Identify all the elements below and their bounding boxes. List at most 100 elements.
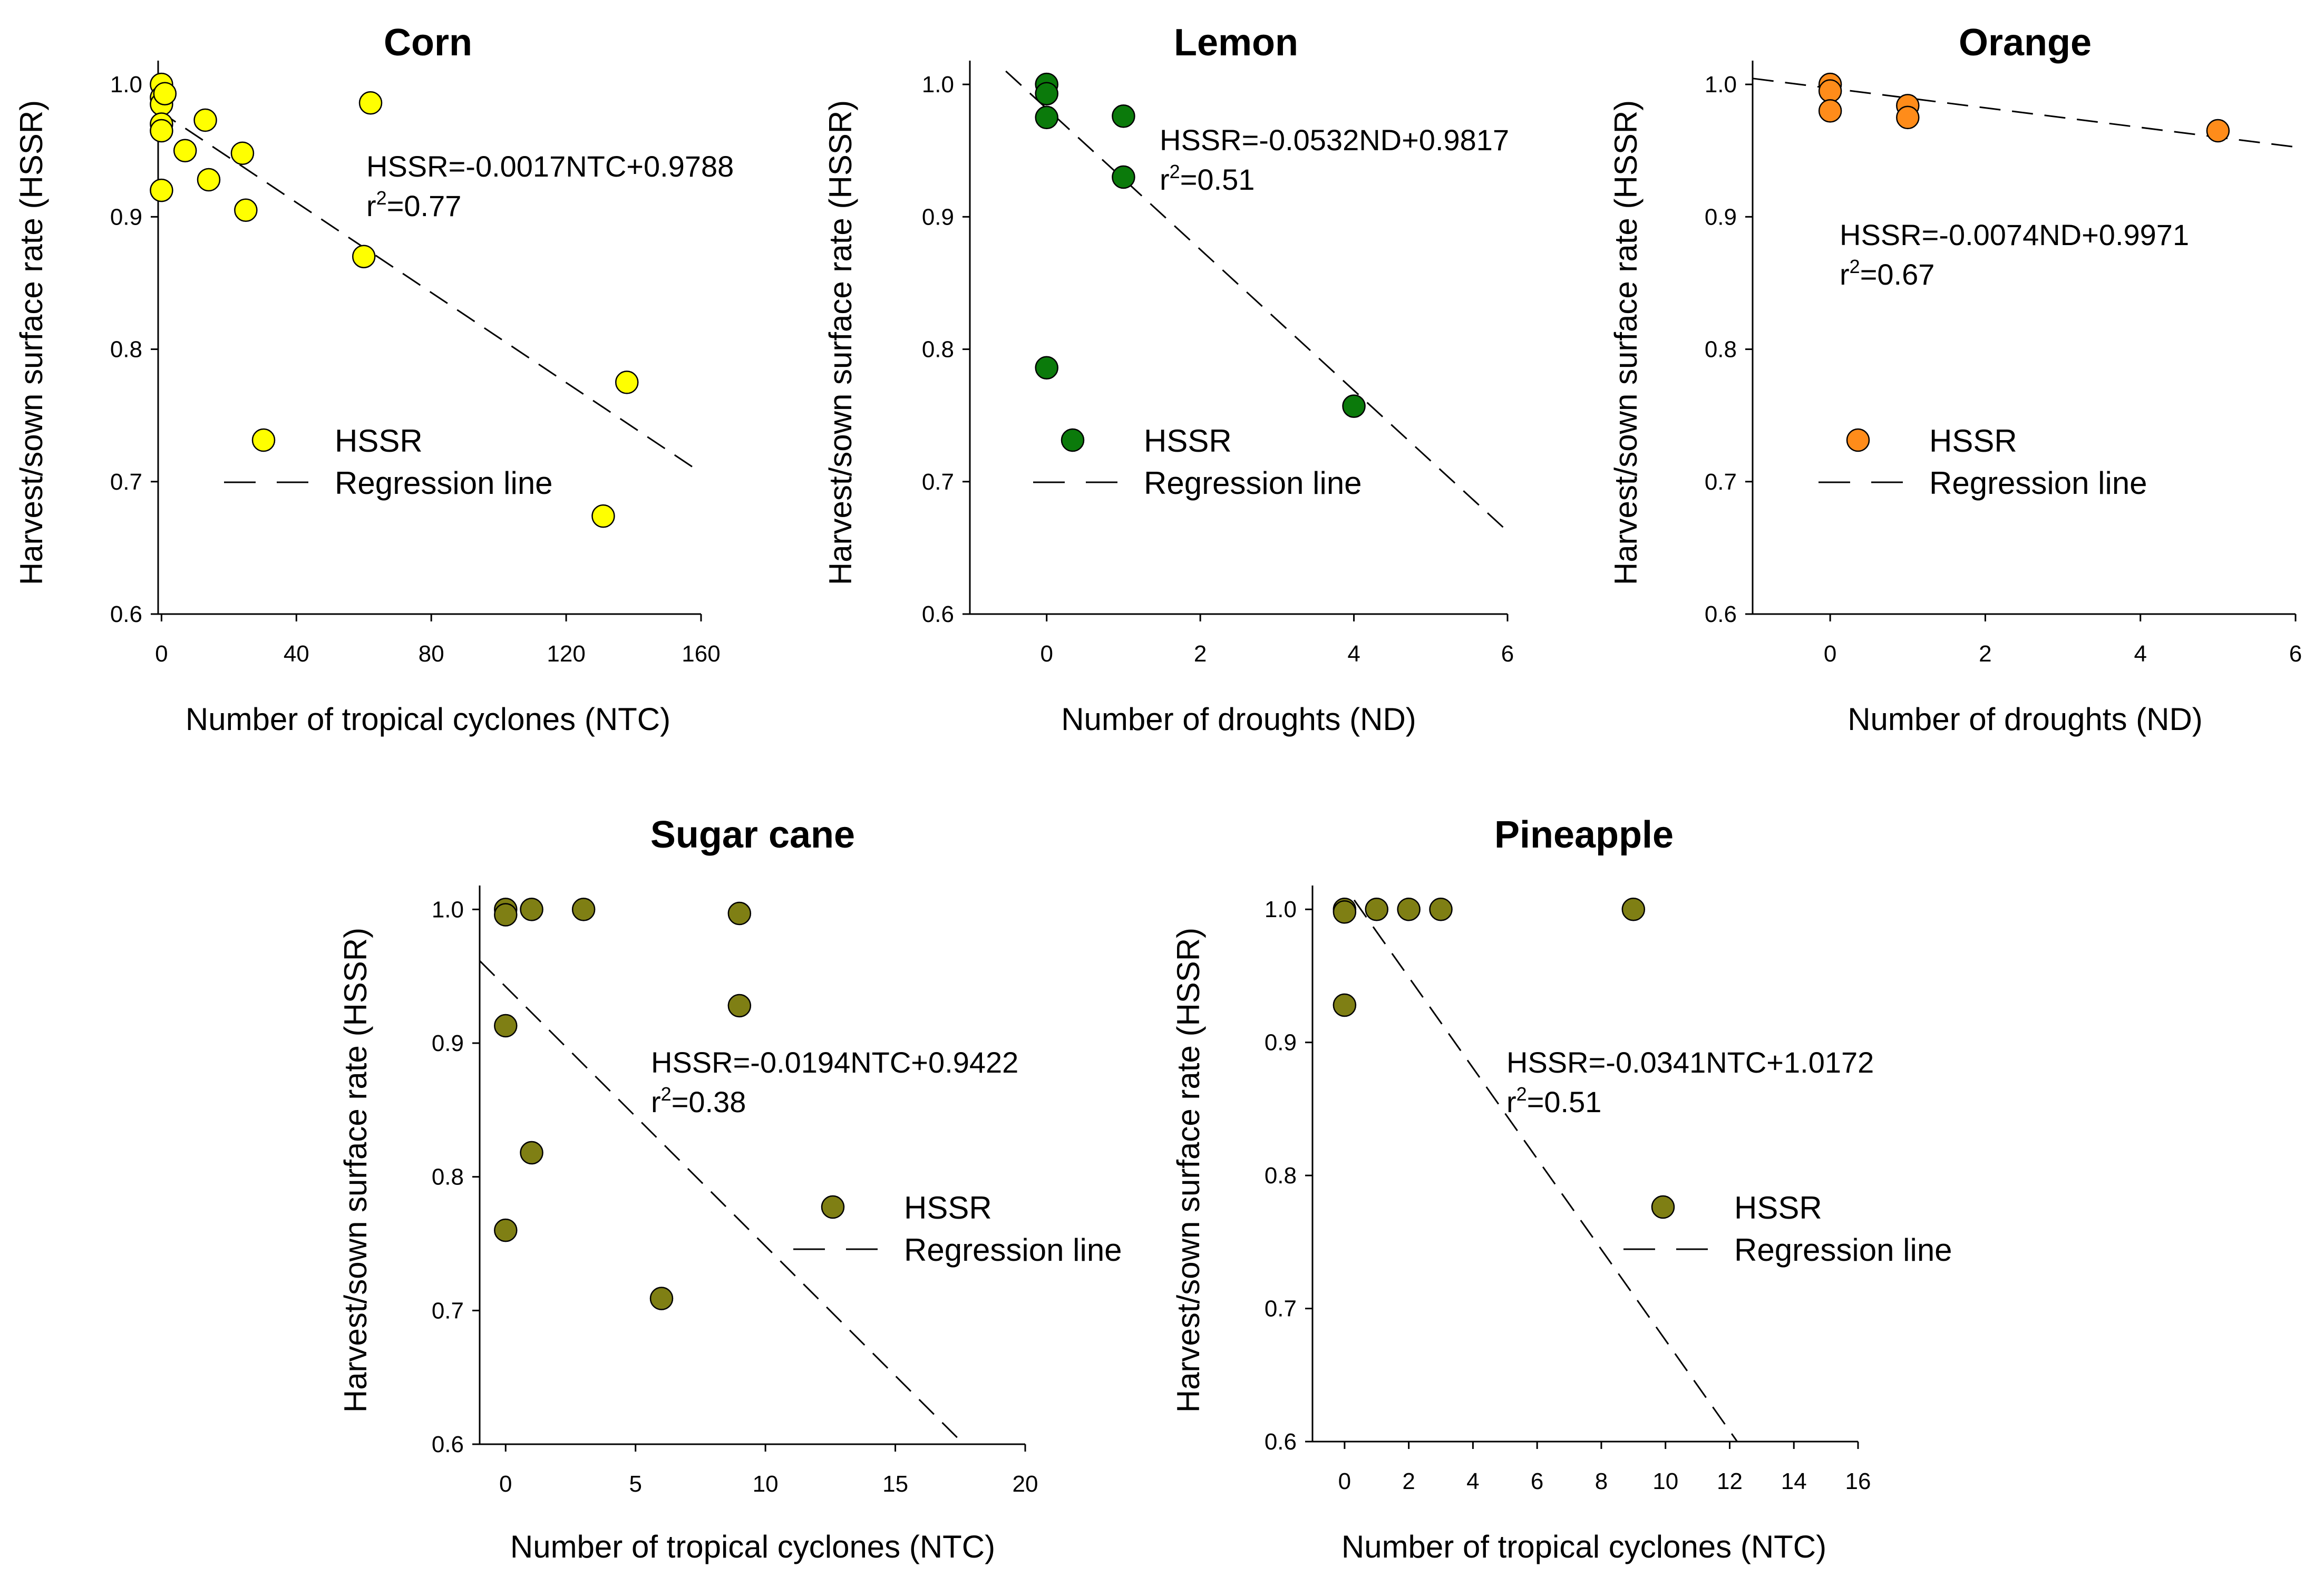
y-tick-label: 1.0 — [922, 72, 954, 98]
y-tick-label: 0.6 — [432, 1432, 464, 1457]
y-tick-label: 1.0 — [432, 897, 464, 922]
regression-line — [158, 109, 702, 473]
data-point — [358, 91, 383, 115]
y-tick-label: 0.6 — [1265, 1429, 1297, 1455]
data-point — [520, 1141, 543, 1165]
x-tick-label: 6 — [2289, 641, 2302, 667]
data-point — [352, 245, 376, 268]
regression-equation: HSSR=-0.0341NTC+1.0172 — [1506, 1046, 1874, 1079]
x-tick-label: 20 — [1013, 1471, 1038, 1497]
r-squared-symbol: r — [1506, 1085, 1516, 1118]
data-point — [591, 504, 615, 528]
chart-title: Lemon — [1174, 22, 1298, 64]
data-point — [1621, 897, 1646, 921]
x-axis-label: Number of droughts (ND) — [1061, 702, 1416, 737]
r-squared-number: =0.38 — [672, 1085, 746, 1118]
r-squared-value: r2=0.67 — [1840, 256, 1934, 291]
x-tick-label: 10 — [753, 1471, 779, 1497]
y-tick-label: 0.8 — [1705, 337, 1737, 363]
data-point — [494, 1218, 518, 1242]
panel-lemon: Lemon 0.6 0.7 0.8 0.9 1.0 0 2 4 6 Number of drough… — [823, 22, 1514, 737]
y-tick-label: 0.8 — [110, 337, 142, 363]
x-tick-label: 0 — [1824, 641, 1836, 667]
regression-line — [1005, 70, 1509, 532]
regression-equation: HSSR=-0.0532ND+0.9817 — [1160, 123, 1509, 157]
data-point — [150, 119, 173, 143]
panel-pineapple: Pineapple 0.6 0.7 0.8 0.9 1.0 0 2 4 6 8 10 12 14 16 Num… — [1171, 814, 1952, 1564]
x-tick-label: 80 — [419, 641, 444, 667]
regression-line — [1353, 899, 1738, 1442]
x-tick-label: 4 — [1466, 1468, 1479, 1494]
x-tick-label: 2 — [1979, 641, 1991, 667]
y-tick-label: 0.7 — [922, 469, 954, 495]
r-squared-number: =0.67 — [1860, 258, 1935, 291]
x-tick-label: 0 — [155, 641, 168, 667]
legend-label-hssr: HSSR — [335, 423, 423, 459]
data-point — [494, 1014, 518, 1038]
y-tick-label: 0.8 — [1265, 1163, 1297, 1189]
x-tick-label: 10 — [1652, 1468, 1678, 1494]
y-tick-label: 0.7 — [1265, 1296, 1297, 1322]
data-point — [1429, 897, 1453, 921]
y-tick-label: 1.0 — [1705, 72, 1737, 98]
x-tick-label: 0 — [1040, 641, 1053, 667]
data-point — [520, 898, 543, 921]
x-axis-label: Number of tropical cyclones (NTC) — [186, 702, 670, 737]
legend-marker-hssr — [251, 428, 276, 452]
data-point — [193, 108, 217, 132]
y-axis-label: Harvest/sown surface rate (HSSR) — [823, 100, 858, 585]
r-squared-exponent: 2 — [1850, 256, 1860, 277]
y-tick-label: 1.0 — [1265, 897, 1297, 922]
y-axis-label: Harvest/sown surface rate (HSSR) — [1171, 928, 1206, 1413]
legend-marker-hssr — [1651, 1195, 1675, 1219]
x-tick-label: 0 — [499, 1471, 512, 1497]
r-squared-symbol: r — [366, 189, 376, 222]
panel-orange: Orange 0.6 0.7 0.8 0.9 1.0 0 2 4 6 Number of droug… — [1608, 22, 2302, 737]
data-point — [1112, 165, 1135, 189]
legend: HSSR Regression line — [1033, 423, 1362, 501]
r-squared-value: r2=0.77 — [366, 187, 461, 222]
legend-marker-hssr — [1061, 428, 1085, 452]
y-tick-label: 0.9 — [1705, 204, 1737, 230]
legend-label-regression: Regression line — [1929, 465, 2147, 501]
x-tick-label: 2 — [1402, 1468, 1415, 1494]
data-point — [150, 178, 173, 202]
r-squared-number: =0.51 — [1180, 163, 1255, 196]
legend-label-regression: Regression line — [335, 465, 553, 501]
x-tick-label: 4 — [2134, 641, 2146, 667]
regression-line — [1752, 77, 2296, 148]
chart-title: Corn — [384, 22, 472, 64]
panel-sugar-cane: Sugar cane 0.6 0.7 0.8 0.9 1.0 0 5 10 15 20 Number … — [338, 814, 1122, 1564]
legend: HSSR Regression line — [1819, 423, 2147, 501]
r-squared-exponent: 2 — [1170, 161, 1180, 182]
r-squared-value: r2=0.51 — [1506, 1083, 1601, 1118]
legend: HSSR Regression line — [793, 1190, 1122, 1268]
y-tick-label: 0.7 — [110, 469, 142, 495]
legend-label-regression: Regression line — [904, 1232, 1122, 1268]
y-tick-label: 0.9 — [922, 204, 954, 230]
x-tick-label: 160 — [682, 641, 720, 667]
y-tick-label: 0.9 — [432, 1030, 464, 1056]
y-tick-label: 0.8 — [922, 337, 954, 363]
y-axis-label: Harvest/sown surface rate (HSSR) — [1608, 100, 1644, 585]
data-point — [234, 198, 258, 222]
regression-equation: HSSR=-0.0194NTC+0.9422 — [651, 1046, 1018, 1079]
data-point — [1333, 993, 1357, 1017]
y-axis-label: Harvest/sown surface rate (HSSR) — [338, 928, 373, 1413]
r-squared-exponent: 2 — [1516, 1083, 1527, 1105]
data-point — [615, 371, 639, 394]
x-axis-label: Number of tropical cyclones (NTC) — [1341, 1529, 1826, 1564]
regression-equation: HSSR=-0.0017NTC+0.9788 — [366, 150, 734, 183]
r-squared-symbol: r — [1160, 163, 1170, 196]
legend-label-regression: Regression line — [1144, 465, 1362, 501]
x-tick-label: 8 — [1595, 1468, 1608, 1494]
x-tick-label: 4 — [1347, 641, 1360, 667]
x-tick-label: 2 — [1194, 641, 1207, 667]
data-point — [173, 139, 197, 162]
x-tick-label: 12 — [1717, 1468, 1743, 1494]
r-squared-number: =0.77 — [387, 189, 462, 222]
y-tick-label: 1.0 — [110, 72, 142, 98]
x-tick-label: 6 — [1531, 1468, 1543, 1494]
legend-marker-hssr — [1846, 428, 1870, 452]
